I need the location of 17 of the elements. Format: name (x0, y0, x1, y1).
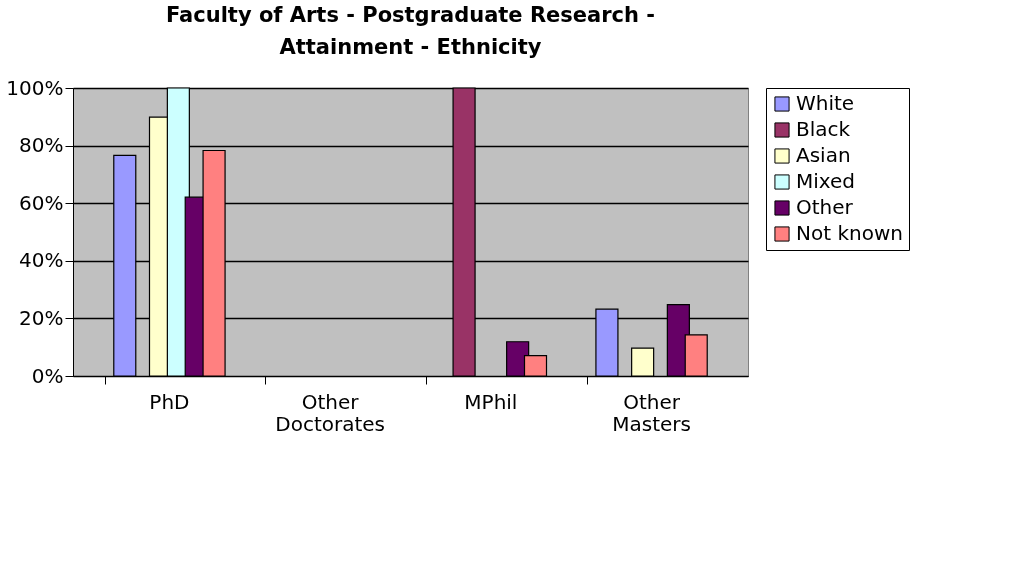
y-tick-label: 0% (31, 363, 64, 388)
y-tick-label: 40% (19, 248, 64, 273)
x-tick-label: Other Masters (612, 389, 691, 436)
y-tick-label: 80% (19, 133, 64, 158)
legend-label: Other (796, 195, 854, 219)
chart-title: Faculty of Arts - Postgraduate Research - Attainment - Ethnicity (165, 3, 656, 59)
legend-label: White (796, 91, 855, 115)
legend-label: Mixed (796, 169, 856, 193)
y-tick-label: 100% (6, 75, 64, 100)
legend-label: Black (796, 117, 851, 141)
x-tick-label: PhD (149, 389, 190, 414)
legend-label: Not known (796, 221, 903, 245)
x-tick-label: MPhil (464, 389, 518, 414)
y-tick-label: 60% (19, 190, 64, 215)
x-tick-label: Other Doctorates (275, 389, 386, 436)
legend-label: Asian (796, 143, 851, 167)
y-tick-label: 20% (19, 305, 64, 330)
